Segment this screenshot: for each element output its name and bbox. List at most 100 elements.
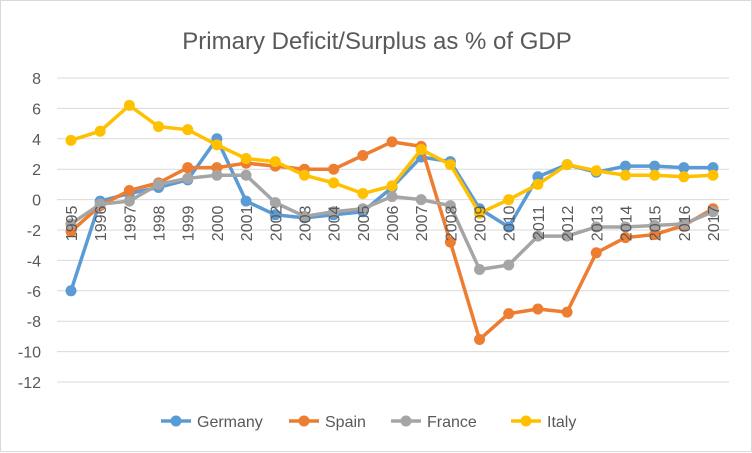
data-point — [65, 285, 77, 297]
y-tick-label: -2 — [27, 223, 41, 240]
data-point — [678, 218, 690, 230]
y-tick-label: -4 — [27, 253, 41, 270]
y-tick-label: 2 — [32, 162, 41, 179]
data-point — [649, 169, 661, 181]
data-point — [328, 177, 340, 189]
x-tick-label: 2005 — [356, 205, 373, 241]
x-tick-label: 2007 — [414, 205, 431, 241]
data-point — [474, 207, 486, 219]
x-tick-label: 2009 — [473, 205, 490, 241]
x-tick-label: 2004 — [327, 205, 344, 241]
data-point — [678, 162, 690, 174]
data-point — [65, 218, 77, 230]
legend-label: Germany — [197, 414, 263, 431]
x-tick-label: 2011 — [531, 205, 548, 240]
data-point — [707, 162, 719, 174]
data-point — [153, 178, 165, 190]
data-point — [123, 184, 135, 196]
data-point — [298, 169, 310, 181]
data-point — [649, 229, 661, 241]
legend-item-italy: Italy — [511, 414, 576, 431]
x-tick-label: 2017 — [706, 205, 723, 241]
series-france — [65, 169, 719, 276]
series-italy — [65, 99, 719, 219]
y-tick-label: 0 — [32, 193, 41, 210]
data-point — [269, 197, 281, 209]
x-tick-label: 1999 — [181, 205, 198, 241]
data-point — [415, 143, 427, 155]
data-point — [328, 206, 340, 218]
data-point — [211, 162, 223, 174]
legend-marker — [298, 415, 310, 427]
data-point — [94, 198, 106, 210]
chart-title: Primary Deficit/Surplus as % of GDP — [182, 28, 571, 55]
data-point — [532, 178, 544, 190]
data-point — [386, 180, 398, 192]
data-point — [532, 230, 544, 242]
y-tick-label: 6 — [32, 101, 41, 118]
x-tick-label: 1995 — [64, 205, 81, 241]
data-point — [269, 209, 281, 221]
legend-item-spain: Spain — [289, 414, 366, 431]
x-tick-label: 2006 — [385, 205, 402, 241]
data-point — [561, 306, 573, 318]
data-point — [532, 303, 544, 315]
data-point — [590, 165, 602, 177]
data-point — [707, 169, 719, 181]
y-tick-label: 4 — [32, 132, 41, 149]
data-point — [444, 159, 456, 171]
data-point — [65, 226, 77, 238]
data-point — [211, 139, 223, 151]
data-point — [182, 162, 194, 174]
data-point — [240, 153, 252, 165]
legend-item-germany: Germany — [161, 414, 263, 431]
data-point — [357, 188, 369, 200]
data-point — [503, 194, 515, 206]
data-point — [182, 172, 194, 184]
data-point — [474, 264, 486, 276]
data-point — [357, 150, 369, 162]
data-point — [298, 210, 310, 222]
data-point — [153, 121, 165, 133]
x-tick-label: 2008 — [443, 205, 460, 241]
data-point — [386, 136, 398, 148]
x-tick-label: 2012 — [560, 205, 577, 241]
x-tick-label: 2002 — [268, 205, 285, 241]
y-tick-label: -10 — [18, 345, 41, 362]
x-tick-label: 1998 — [152, 205, 169, 241]
data-point — [619, 169, 631, 181]
data-point — [415, 194, 427, 206]
data-point — [590, 247, 602, 259]
x-tick-label: 2000 — [210, 205, 227, 241]
data-point — [590, 221, 602, 233]
data-point — [474, 333, 486, 345]
legend-marker — [520, 415, 532, 427]
data-point — [649, 219, 661, 231]
data-point — [649, 160, 661, 172]
x-tick-label: 1997 — [122, 205, 139, 241]
y-tick-label: -12 — [18, 375, 41, 392]
data-point — [182, 124, 194, 136]
x-tick-label: 2001 — [239, 205, 256, 241]
x-tick-label: 1996 — [93, 205, 110, 241]
legend-label: Italy — [547, 414, 576, 431]
y-tick-label: -6 — [27, 284, 41, 301]
data-point — [619, 160, 631, 172]
data-point — [357, 203, 369, 215]
data-point — [444, 200, 456, 212]
data-point — [678, 171, 690, 183]
data-point — [240, 195, 252, 207]
data-point — [269, 156, 281, 168]
data-point — [503, 259, 515, 271]
data-point — [503, 221, 515, 233]
legend-marker — [170, 415, 182, 427]
data-point — [619, 221, 631, 233]
legend-marker — [400, 415, 412, 427]
data-point — [123, 195, 135, 207]
data-point — [328, 163, 340, 175]
data-point — [503, 308, 515, 320]
data-point — [707, 206, 719, 218]
data-point — [532, 171, 544, 183]
